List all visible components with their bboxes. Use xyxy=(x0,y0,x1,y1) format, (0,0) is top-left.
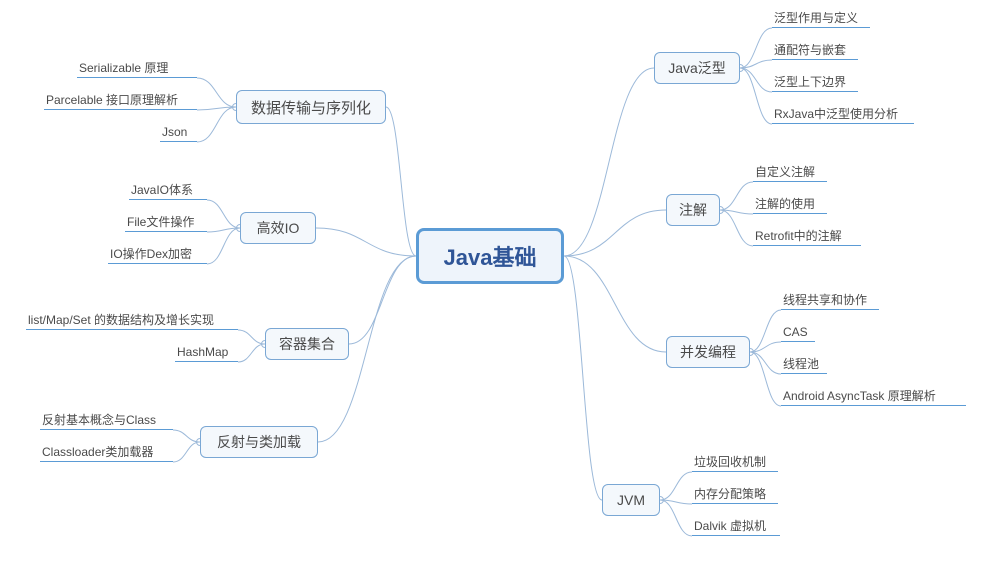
branch-node: 反射与类加载 xyxy=(200,426,318,458)
root-node: Java基础 xyxy=(416,228,564,284)
leaf-node: Android AsyncTask 原理解析 xyxy=(781,386,966,406)
leaf-node: HashMap xyxy=(175,342,238,362)
leaf-node: 泛型作用与定义 xyxy=(772,8,870,28)
leaf-node: Classloader类加载器 xyxy=(40,442,173,462)
leaf-node: Dalvik 虚拟机 xyxy=(692,516,780,536)
leaf-node: 自定义注解 xyxy=(753,162,827,182)
branch-node: 数据传输与序列化 xyxy=(236,90,386,124)
leaf-node: Serializable 原理 xyxy=(77,58,197,78)
leaf-node: list/Map/Set 的数据结构及增长实现 xyxy=(26,310,238,330)
branch-node: 并发编程 xyxy=(666,336,750,368)
leaf-node: Parcelable 接口原理解析 xyxy=(44,90,197,110)
leaf-node: File文件操作 xyxy=(125,212,207,232)
leaf-node: 通配符与嵌套 xyxy=(772,40,858,60)
branch-node: 容器集合 xyxy=(265,328,349,360)
leaf-node: RxJava中泛型使用分析 xyxy=(772,104,914,124)
branch-node: 注解 xyxy=(666,194,720,226)
branch-node: 高效IO xyxy=(240,212,316,244)
leaf-node: CAS xyxy=(781,322,815,342)
leaf-node: IO操作Dex加密 xyxy=(108,244,207,264)
branch-node: JVM xyxy=(602,484,660,516)
leaf-node: 内存分配策略 xyxy=(692,484,778,504)
leaf-node: Json xyxy=(160,122,197,142)
leaf-node: 垃圾回收机制 xyxy=(692,452,778,472)
leaf-node: Retrofit中的注解 xyxy=(753,226,861,246)
leaf-node: 线程池 xyxy=(781,354,827,374)
leaf-node: 泛型上下边界 xyxy=(772,72,858,92)
leaf-node: 注解的使用 xyxy=(753,194,827,214)
leaf-node: 反射基本概念与Class xyxy=(40,410,173,430)
leaf-node: JavaIO体系 xyxy=(129,180,207,200)
leaf-node: 线程共享和协作 xyxy=(781,290,879,310)
branch-node: Java泛型 xyxy=(654,52,740,84)
